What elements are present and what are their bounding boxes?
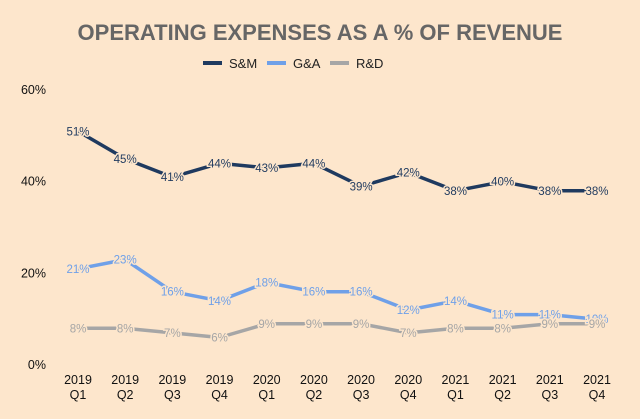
x-tick-year: 2020 [394,373,422,387]
x-tick-quarter: Q2 [117,388,134,402]
x-tick-quarter: Q4 [211,388,228,402]
x-tick-year: 2020 [253,373,281,387]
x-tick-quarter: Q3 [541,388,558,402]
x-tick-year: 2019 [158,373,186,387]
data-label-sm: 42% [397,168,420,180]
data-label-sm: 43% [255,163,278,175]
data-label-ga: 14% [208,296,231,308]
x-tick-year: 2020 [300,373,328,387]
data-label-sm: 40% [491,177,514,189]
y-tick-label: 40% [21,175,46,189]
series-line-rd [76,322,599,340]
data-label-ga: 21% [66,264,89,276]
x-tick-year: 2019 [64,373,92,387]
data-label-ga: 12% [397,305,420,317]
data-label-rd: 8% [117,323,134,335]
x-tick-quarter: Q3 [164,388,181,402]
data-label-ga: 14% [444,296,467,308]
data-label-sm: 44% [208,158,231,170]
legend-label-ga: G&A [293,56,321,71]
y-tick-label: 60% [21,83,46,97]
x-tick-quarter: Q4 [400,388,417,402]
chart-title: OPERATING EXPENSES AS A % OF REVENUE [78,20,563,45]
x-tick-year: 2021 [583,373,611,387]
data-labels: 51% 45% 41% 44% 43% 44% 39% 42% 38% 40% 38% 38% 21% 2… [65,125,610,346]
y-tick-label: 20% [21,266,46,280]
data-label-rd: 9% [353,319,370,331]
data-label-sm: 38% [585,186,608,198]
x-tick-quarter: Q4 [589,388,606,402]
x-axis: 2019Q12019Q22019Q32019Q42020Q12020Q22020… [64,373,611,402]
data-label-ga: 10% [585,314,608,326]
data-label-sm: 38% [538,186,561,198]
x-tick-year: 2019 [206,373,234,387]
x-tick-year: 2021 [536,373,564,387]
data-label-rd: 9% [258,319,275,331]
series-line-sm [76,129,599,193]
data-label-ga: 11% [539,310,561,322]
legend-label-sm: S&M [229,56,257,71]
x-tick-year: 2021 [489,373,517,387]
x-tick-quarter: Q2 [306,388,323,402]
legend-label-rd: R&D [356,56,383,71]
data-label-sm: 41% [161,172,184,184]
y-tick-label: 0% [28,358,46,372]
y-axis: 0% 20% 40% 60% [21,83,46,372]
data-label-ga: 23% [114,255,137,267]
data-label-rd: 7% [400,328,417,340]
data-label-rd: 6% [211,333,228,345]
x-tick-quarter: Q1 [70,388,87,402]
data-label-rd: 9% [542,319,559,331]
data-label-ga: 18% [255,278,278,290]
data-label-ga: 16% [350,287,373,299]
data-label-sm: 45% [114,154,137,166]
legend: S&M G&A R&D [203,56,383,71]
data-label-sm: 44% [302,158,325,170]
x-tick-year: 2020 [347,373,375,387]
data-label-rd: 8% [447,323,464,335]
data-label-sm: 39% [350,181,373,193]
data-label-sm: 38% [444,186,467,198]
data-label-ga: 11% [492,310,514,322]
data-label-sm: 51% [66,126,89,138]
data-label-rd: 8% [70,323,87,335]
x-tick-year: 2019 [111,373,139,387]
x-tick-quarter: Q1 [258,388,275,402]
x-tick-quarter: Q2 [494,388,511,402]
x-tick-quarter: Q3 [353,388,370,402]
data-label-rd: 7% [164,328,181,340]
series-lines [76,129,599,340]
x-tick-quarter: Q1 [447,388,464,402]
data-label-rd: 9% [306,319,323,331]
data-label-ga: 16% [302,287,325,299]
x-tick-year: 2021 [442,373,470,387]
series-line-ga [76,257,599,321]
data-label-rd: 8% [494,323,511,335]
data-label-ga: 16% [161,287,184,299]
data-label-rd: 9% [589,319,606,331]
